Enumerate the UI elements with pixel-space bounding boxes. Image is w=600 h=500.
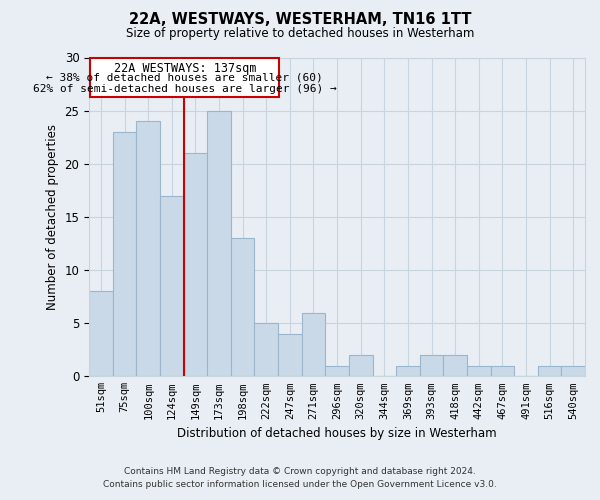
FancyBboxPatch shape bbox=[91, 58, 279, 97]
Bar bbox=[396, 366, 420, 376]
Bar bbox=[160, 196, 184, 376]
Bar bbox=[231, 238, 254, 376]
Text: ← 38% of detached houses are smaller (60): ← 38% of detached houses are smaller (60… bbox=[46, 73, 323, 83]
Bar bbox=[302, 312, 325, 376]
Y-axis label: Number of detached properties: Number of detached properties bbox=[46, 124, 59, 310]
Text: Size of property relative to detached houses in Westerham: Size of property relative to detached ho… bbox=[126, 28, 474, 40]
X-axis label: Distribution of detached houses by size in Westerham: Distribution of detached houses by size … bbox=[177, 427, 497, 440]
Bar bbox=[113, 132, 136, 376]
Bar bbox=[184, 153, 207, 376]
Bar bbox=[562, 366, 585, 376]
Bar bbox=[325, 366, 349, 376]
Text: 22A, WESTWAYS, WESTERHAM, TN16 1TT: 22A, WESTWAYS, WESTERHAM, TN16 1TT bbox=[129, 12, 471, 28]
Text: 62% of semi-detached houses are larger (96) →: 62% of semi-detached houses are larger (… bbox=[33, 84, 337, 94]
Bar bbox=[491, 366, 514, 376]
Bar bbox=[136, 122, 160, 376]
Bar bbox=[538, 366, 562, 376]
Bar bbox=[278, 334, 302, 376]
Bar bbox=[89, 292, 113, 376]
Bar bbox=[420, 355, 443, 376]
Bar bbox=[443, 355, 467, 376]
Bar bbox=[349, 355, 373, 376]
Bar bbox=[467, 366, 491, 376]
Bar bbox=[254, 323, 278, 376]
Bar bbox=[207, 110, 231, 376]
Text: 22A WESTWAYS: 137sqm: 22A WESTWAYS: 137sqm bbox=[113, 62, 256, 76]
Text: Contains HM Land Registry data © Crown copyright and database right 2024.
Contai: Contains HM Land Registry data © Crown c… bbox=[103, 468, 497, 489]
